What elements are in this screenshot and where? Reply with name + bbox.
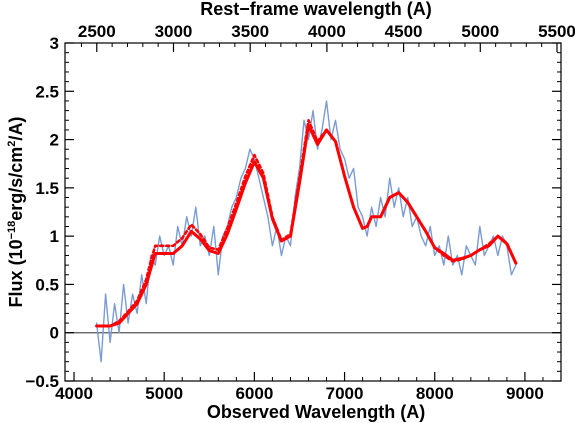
y-tick-label-2: 0.5	[35, 275, 59, 294]
y-axis-title: Flux (10−18erg/s/cm2/A)	[6, 117, 26, 308]
y-tick-label-7: 3	[50, 34, 59, 53]
top-tick-label-4500: 4500	[385, 22, 423, 41]
y-tick-label-1: 0	[50, 324, 59, 343]
top-axis-title: Rest−frame wavelength (A)	[200, 0, 432, 19]
y-axis-title-mid: erg/s/cm	[6, 147, 26, 221]
y-tick-label-3: 1	[50, 227, 59, 246]
x-axis-title: Observed Wavelength (A)	[207, 402, 425, 422]
dotted-model-line	[95, 119, 518, 328]
solid-model-line	[95, 123, 518, 328]
x-tick-label-6000: 6000	[235, 384, 273, 403]
y-tick-label-5: 2	[50, 131, 59, 150]
y-axis-title-pre: Flux (10	[6, 239, 26, 307]
top-tick-label-3500: 3500	[231, 22, 269, 41]
x-tick-label-8000: 8000	[416, 384, 454, 403]
top-tick-label-3000: 3000	[155, 22, 193, 41]
top-tick-label-5500: 5500	[538, 22, 575, 41]
x-tick-label-5000: 5000	[145, 384, 183, 403]
x-tick-label-7000: 7000	[326, 384, 364, 403]
ticks-layer: 4000 5000 6000 7000 8000 9000 2500 3000 3500 4000…	[25, 22, 575, 403]
top-tick-label-2500: 2500	[78, 22, 116, 41]
series-layer	[95, 100, 518, 363]
plot-frame	[64, 42, 562, 382]
y-axis-title-exp2: 2	[6, 141, 18, 147]
x-tick-label-4000: 4000	[55, 384, 93, 403]
x-tick-label-9000: 9000	[506, 384, 544, 403]
top-tick-label-4000: 4000	[308, 22, 346, 41]
top-tick-label-5000: 5000	[461, 22, 499, 41]
y-axis-title-post: /A)	[6, 117, 26, 141]
y-tick-label-6: 2.5	[35, 82, 59, 101]
y-tick-label-0: −0.5	[25, 372, 59, 391]
y-tick-label-4: 1.5	[35, 179, 59, 198]
y-axis-title-exp1: −18	[6, 221, 18, 240]
plot-area	[64, 42, 562, 382]
